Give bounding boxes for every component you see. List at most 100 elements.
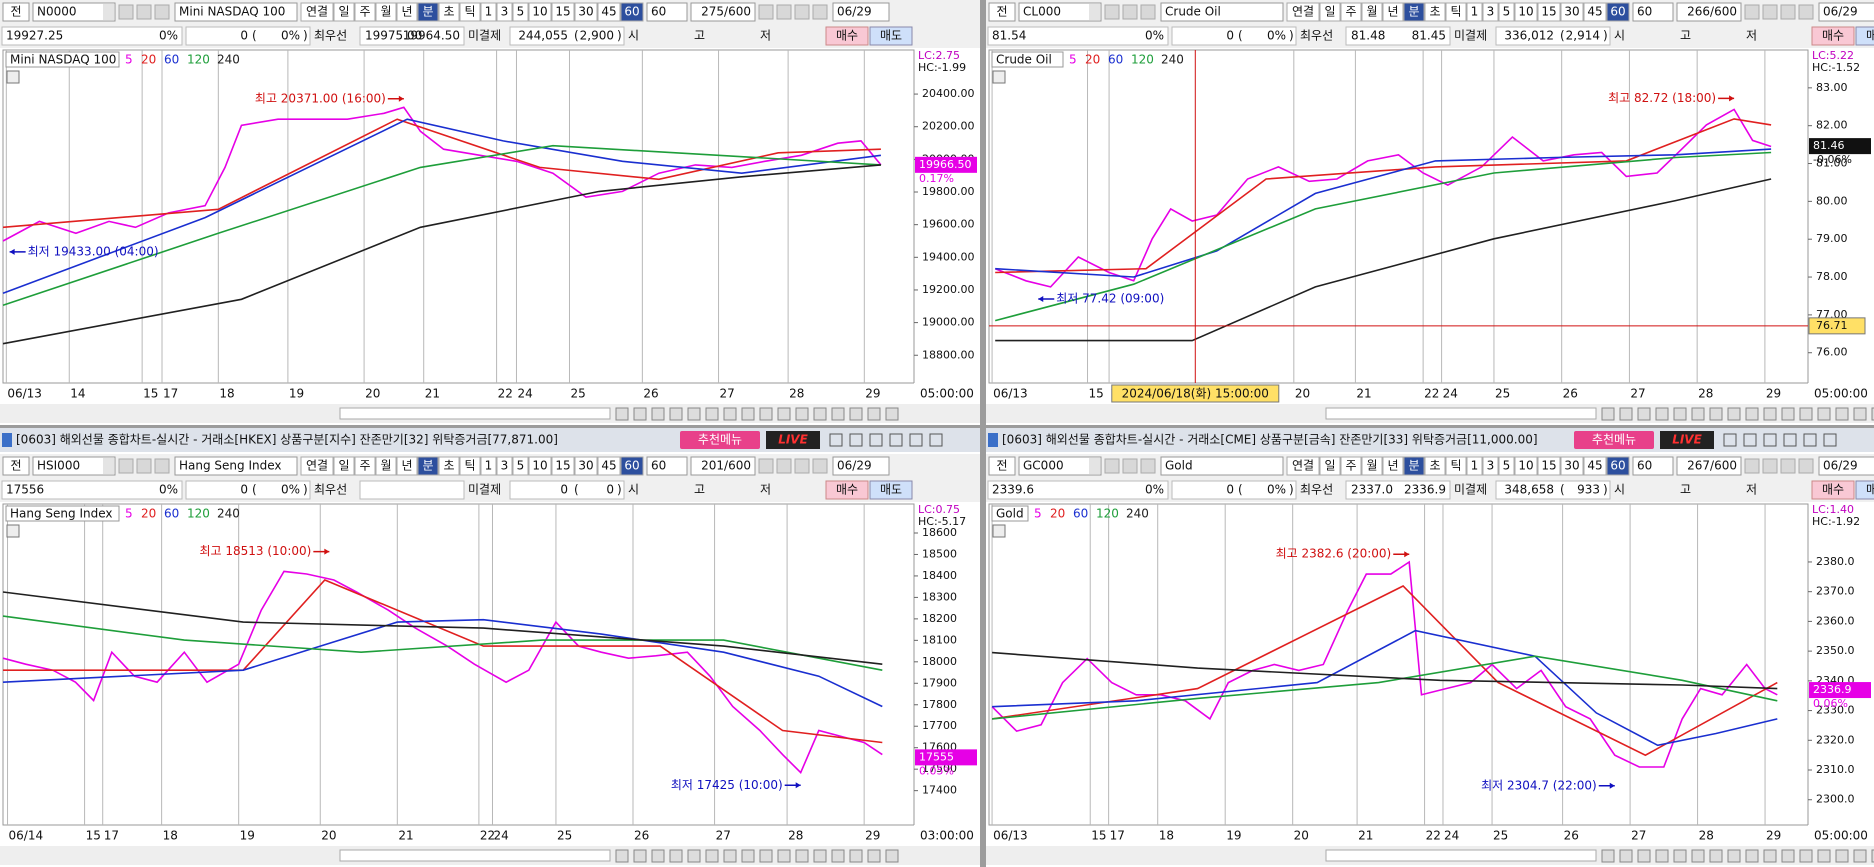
period-button[interactable] — [574, 2, 598, 22]
period-button[interactable] — [438, 456, 460, 476]
live-button[interactable] — [766, 431, 820, 449]
period-button[interactable] — [1403, 2, 1425, 22]
period-button[interactable] — [1537, 2, 1561, 22]
period-button[interactable] — [1560, 2, 1584, 22]
period-button[interactable] — [1424, 456, 1446, 476]
period-button[interactable] — [551, 456, 575, 476]
period-button[interactable] — [1583, 2, 1607, 22]
scroll-icon[interactable] — [669, 849, 683, 863]
scroll-icon[interactable] — [1619, 407, 1633, 421]
scroll-icon[interactable] — [1637, 407, 1651, 421]
period-button[interactable] — [597, 456, 621, 476]
scroll-icon[interactable] — [1817, 407, 1831, 421]
period-button[interactable] — [396, 2, 418, 22]
scroll-icon[interactable] — [1673, 849, 1687, 863]
period-button[interactable] — [1560, 456, 1584, 476]
period-button[interactable] — [1606, 2, 1630, 22]
code-box[interactable] — [32, 2, 116, 22]
period-button[interactable] — [1606, 456, 1630, 476]
buy-button[interactable] — [825, 26, 869, 46]
scroll-icon[interactable] — [777, 407, 791, 421]
scroll-icon[interactable] — [867, 849, 881, 863]
interval-box[interactable] — [646, 456, 688, 476]
period-button[interactable] — [620, 456, 644, 476]
period-button[interactable] — [417, 2, 439, 22]
scroll-icon[interactable] — [1727, 407, 1741, 421]
period-button[interactable] — [1482, 456, 1499, 476]
period-button[interactable] — [396, 456, 418, 476]
scroll-icon[interactable] — [1799, 849, 1813, 863]
period-button[interactable] — [1403, 456, 1425, 476]
interval-box[interactable] — [646, 2, 688, 22]
buy-button[interactable] — [1811, 26, 1855, 46]
period-button[interactable] — [375, 2, 397, 22]
scroll-icon[interactable] — [1601, 849, 1615, 863]
period-button[interactable] — [480, 2, 497, 22]
scroll-icon[interactable] — [759, 407, 773, 421]
period-button[interactable] — [1445, 456, 1467, 476]
scroll-icon[interactable] — [1871, 407, 1874, 421]
period-button[interactable] — [597, 2, 621, 22]
period-button[interactable] — [354, 456, 376, 476]
scroll-icon[interactable] — [615, 407, 629, 421]
scroll-icon[interactable] — [1655, 849, 1669, 863]
scroll-icon[interactable] — [705, 407, 719, 421]
period-button[interactable] — [496, 2, 513, 22]
code-box[interactable] — [1018, 2, 1102, 22]
scroll-icon[interactable] — [849, 849, 863, 863]
period-button[interactable] — [512, 456, 529, 476]
period-button[interactable] — [1583, 456, 1607, 476]
period-button[interactable] — [574, 456, 598, 476]
scroll-icon[interactable] — [705, 849, 719, 863]
scroll-icon[interactable] — [1691, 407, 1705, 421]
period-button[interactable] — [551, 2, 575, 22]
period-button[interactable] — [1340, 456, 1362, 476]
period-button[interactable] — [480, 456, 497, 476]
scroll-icon[interactable] — [1601, 407, 1615, 421]
sell-button[interactable] — [1855, 480, 1874, 500]
recommend-button[interactable] — [1574, 431, 1654, 449]
scroll-icon[interactable] — [1799, 407, 1813, 421]
period-button[interactable] — [354, 2, 376, 22]
scroll-icon[interactable] — [813, 407, 827, 421]
period-button[interactable] — [528, 456, 552, 476]
period-button[interactable] — [300, 456, 334, 476]
scroll-icon[interactable] — [1727, 849, 1741, 863]
scroll-icon[interactable] — [1763, 849, 1777, 863]
scroll-icon[interactable] — [741, 849, 755, 863]
scroll-icon[interactable] — [1745, 849, 1759, 863]
buy-button[interactable] — [1811, 480, 1855, 500]
period-button[interactable] — [1319, 456, 1341, 476]
period-button[interactable] — [1498, 2, 1515, 22]
period-button[interactable] — [1286, 456, 1320, 476]
prev-button[interactable] — [2, 2, 30, 22]
scroll-icon[interactable] — [1709, 407, 1723, 421]
period-button[interactable] — [1466, 456, 1483, 476]
scroll-icon[interactable] — [741, 407, 755, 421]
scroll-icon[interactable] — [651, 849, 665, 863]
period-button[interactable] — [1340, 2, 1362, 22]
scroll-icon[interactable] — [1745, 407, 1759, 421]
period-button[interactable] — [1537, 456, 1561, 476]
scroll-icon[interactable] — [849, 407, 863, 421]
period-button[interactable] — [496, 456, 513, 476]
scroll-icon[interactable] — [1781, 407, 1795, 421]
buy-button[interactable] — [825, 480, 869, 500]
scroll-icon[interactable] — [687, 407, 701, 421]
live-button[interactable] — [1660, 431, 1714, 449]
scroll-icon[interactable] — [615, 849, 629, 863]
period-button[interactable] — [1514, 456, 1538, 476]
period-button[interactable] — [438, 2, 460, 22]
sell-button[interactable] — [869, 480, 913, 500]
period-button[interactable] — [1482, 2, 1499, 22]
scroll-icon[interactable] — [813, 849, 827, 863]
period-button[interactable] — [1445, 2, 1467, 22]
scroll-icon[interactable] — [1709, 849, 1723, 863]
period-button[interactable] — [333, 456, 355, 476]
scroll-icon[interactable] — [1619, 849, 1633, 863]
scroll-icon[interactable] — [723, 407, 737, 421]
scroll-icon[interactable] — [633, 849, 647, 863]
period-button[interactable] — [1361, 456, 1383, 476]
scroll-icon[interactable] — [687, 849, 701, 863]
period-button[interactable] — [1424, 2, 1446, 22]
